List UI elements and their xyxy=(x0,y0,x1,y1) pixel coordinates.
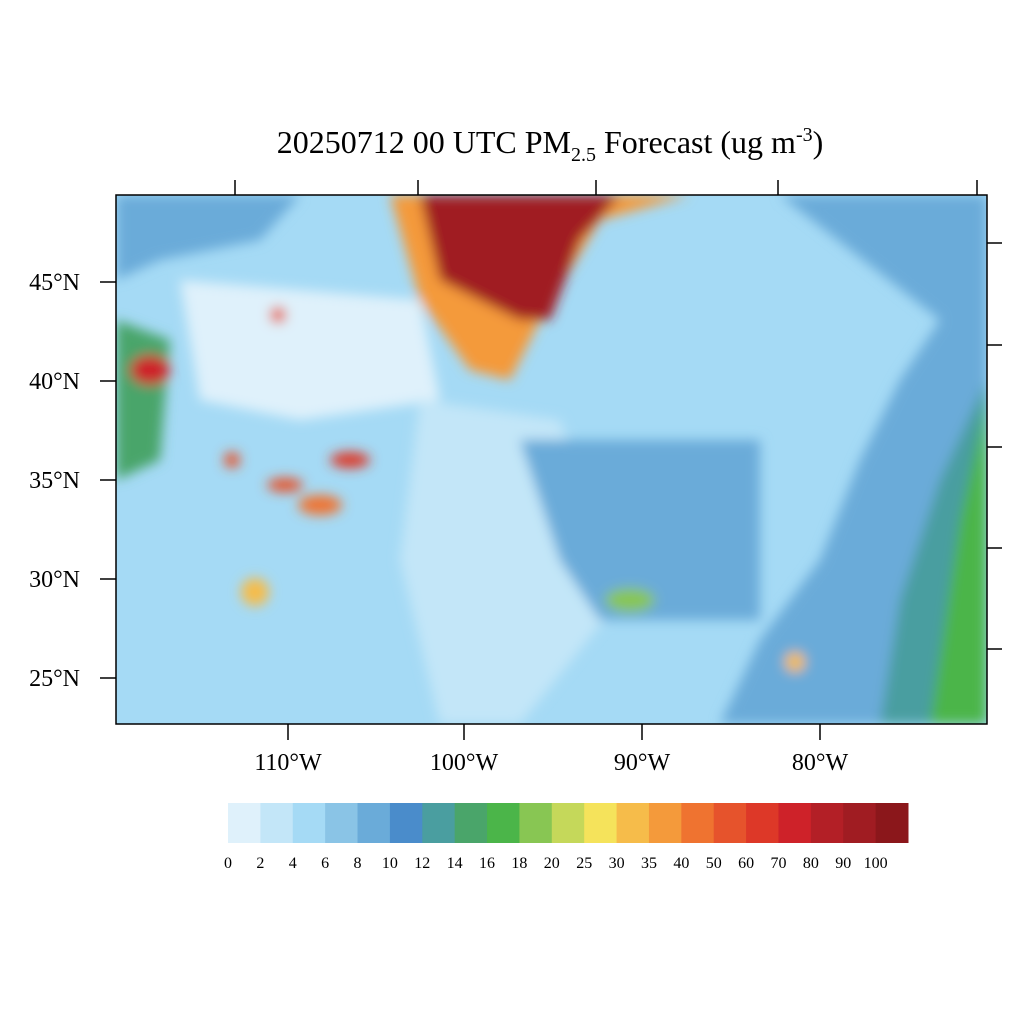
colorbar-box xyxy=(487,803,520,843)
colorbar-box xyxy=(648,803,682,843)
colorbar-box xyxy=(616,803,650,843)
colorbar-label: 60 xyxy=(738,855,754,872)
lat-label: 35°N xyxy=(29,468,80,494)
concentration-blobs xyxy=(116,195,987,724)
colorbar-label: 50 xyxy=(706,855,722,872)
colorbar-label: 30 xyxy=(609,855,625,872)
colorbar-label: 35 xyxy=(641,855,657,872)
lon-label: 100°W xyxy=(430,750,499,776)
colorbar-box xyxy=(519,803,553,843)
colorbar-label: 40 xyxy=(673,855,689,872)
lon-label: 110°W xyxy=(254,750,322,776)
colorbar-label: 80 xyxy=(803,855,819,872)
colorbar-label: 14 xyxy=(447,855,463,872)
map-field xyxy=(116,195,987,724)
colorbar-label: 8 xyxy=(354,855,362,872)
colorbar-box xyxy=(681,803,715,843)
colorbar-label: 4 xyxy=(289,855,297,872)
colorbar-box xyxy=(713,803,747,843)
colorbar-box xyxy=(843,803,877,843)
title-middle: Forecast (ug m xyxy=(596,124,796,160)
lon-label: 80°W xyxy=(792,750,849,776)
title-subscript: 2.5 xyxy=(571,144,596,166)
colorbar-box xyxy=(325,803,359,843)
colorbar-box xyxy=(778,803,812,843)
colorbar-label: 70 xyxy=(770,855,786,872)
colorbar-label: 100 xyxy=(864,855,888,872)
colorbar-box xyxy=(810,803,844,843)
colorbar-box xyxy=(875,803,909,843)
title: 20250712 00 UTC PM2.5 Forecast (ug m-3) xyxy=(277,124,824,166)
colorbar-label: 18 xyxy=(511,855,527,872)
colorbar-label: 90 xyxy=(835,855,851,872)
colorbar-box xyxy=(422,803,456,843)
lat-label: 30°N xyxy=(29,567,80,593)
lat-label: 40°N xyxy=(29,369,80,395)
colorbar-label: 10 xyxy=(382,855,398,872)
colorbar-box xyxy=(260,803,294,843)
colorbar-box xyxy=(454,803,488,843)
colorbar-box xyxy=(389,803,423,843)
colorbar-label: 2 xyxy=(256,855,264,872)
colorbar-box xyxy=(551,803,585,843)
colorbar-label: 16 xyxy=(479,855,495,872)
lat-label: 25°N xyxy=(29,666,80,692)
colorbar-box xyxy=(228,803,261,843)
title-superscript: -3 xyxy=(796,124,813,146)
colorbar-box xyxy=(357,803,391,843)
title-main: 20250712 00 UTC PM xyxy=(277,124,571,160)
colorbar-label: 6 xyxy=(321,855,329,872)
colorbar-box xyxy=(746,803,779,843)
map-frame xyxy=(115,194,988,725)
colorbar-label: 0 xyxy=(224,855,232,872)
ticks xyxy=(100,180,1002,740)
lon-label: 90°W xyxy=(614,750,671,776)
lat-label: 45°N xyxy=(29,270,80,296)
title-end: ) xyxy=(813,124,824,160)
colorbar-box xyxy=(584,803,618,843)
colorbar-box xyxy=(292,803,326,843)
colorbar-label: 20 xyxy=(544,855,560,872)
colorbar-label: 12 xyxy=(414,855,430,872)
colorbar-label: 25 xyxy=(576,855,592,872)
